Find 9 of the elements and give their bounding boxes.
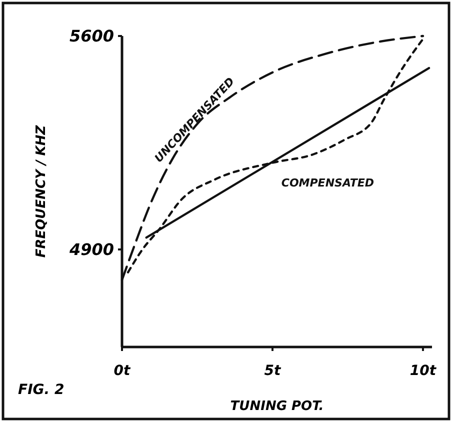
- y-tick-label: 5600: [69, 26, 114, 46]
- y-tick-label: 4900: [68, 240, 114, 260]
- series-label: COMPENSATED: [281, 176, 374, 190]
- x-tick-label: 5t: [264, 363, 282, 379]
- x-axis-title: TUNING POT.: [230, 399, 324, 414]
- caption: FIG. 2: [18, 382, 64, 398]
- y-axis-title: FREQUENCY / KHZ: [34, 124, 49, 258]
- x-tick-label: 10t: [410, 363, 438, 379]
- x-tick-label: 0t: [114, 363, 132, 379]
